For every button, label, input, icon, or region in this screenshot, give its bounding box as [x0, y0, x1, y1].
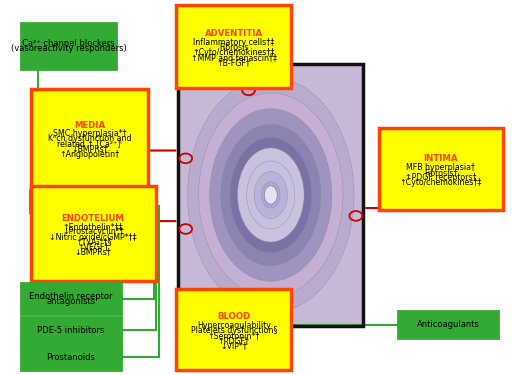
Text: (vasoreactivity responders): (vasoreactivity responders) [11, 45, 126, 54]
Text: Fibrosis†: Fibrosis† [424, 168, 458, 177]
Text: ↑Angiopoietin†: ↑Angiopoietin† [59, 150, 119, 159]
Text: ↓VIP*†: ↓VIP*† [220, 341, 247, 350]
Text: ↑VEGF†: ↑VEGF† [77, 242, 109, 251]
Ellipse shape [247, 161, 295, 229]
Text: related ↑ [Ca²⁺]ᴵ: related ↑ [Ca²⁺]ᴵ [57, 140, 122, 148]
Text: INTIMA: INTIMA [424, 154, 458, 163]
Text: Endothelin receptor: Endothelin receptor [29, 292, 113, 301]
Text: PDE-5 inhibitors: PDE-5 inhibitors [37, 326, 104, 335]
Text: ↓Nitric oxide/cGMP*†‡: ↓Nitric oxide/cGMP*†‡ [49, 232, 137, 241]
Text: ↓Prostacyclin*†: ↓Prostacyclin*† [62, 227, 124, 236]
Ellipse shape [187, 77, 354, 313]
Text: ↓BMPRs†: ↓BMPRs† [75, 248, 112, 256]
Text: ↑MMP and tenascin†‡: ↑MMP and tenascin†‡ [191, 53, 277, 62]
Text: Inflammatory cells†‡: Inflammatory cells†‡ [193, 38, 274, 47]
Text: ADVENTITIA: ADVENTITIA [205, 29, 263, 38]
Text: ↑Serotonin*†: ↑Serotonin*† [207, 331, 260, 340]
FancyBboxPatch shape [176, 289, 291, 370]
Ellipse shape [238, 148, 304, 242]
Text: ↑TxA₂*†§: ↑TxA₂*†§ [75, 237, 112, 246]
Text: ↑Endothelin*†‡: ↑Endothelin*†‡ [63, 222, 123, 231]
Text: ↑PDGF†: ↑PDGF† [218, 336, 250, 345]
FancyBboxPatch shape [21, 283, 121, 314]
Text: MEDIA: MEDIA [74, 121, 105, 130]
FancyBboxPatch shape [21, 24, 116, 69]
Text: Fibrosis: Fibrosis [219, 43, 248, 52]
Ellipse shape [221, 124, 321, 266]
Text: ↑PDGF receptors†: ↑PDGF receptors† [405, 173, 477, 182]
Text: SMC hyperplasia*†: SMC hyperplasia*† [53, 129, 126, 138]
Text: ENDOTELIUM: ENDOTELIUM [62, 214, 124, 223]
FancyBboxPatch shape [21, 317, 121, 344]
Text: Ca²⁺·channel blockers: Ca²⁺·channel blockers [22, 39, 115, 48]
FancyBboxPatch shape [398, 311, 499, 339]
Text: MFB hyperplasia†: MFB hyperplasia† [407, 163, 476, 172]
Text: ↑B-FGF†: ↑B-FGF† [217, 58, 251, 67]
FancyBboxPatch shape [178, 64, 364, 326]
Ellipse shape [230, 137, 311, 252]
Ellipse shape [210, 109, 332, 281]
Text: Kᶛch dysfunction and: Kᶛch dysfunction and [48, 134, 131, 143]
Text: Prostanoids: Prostanoids [47, 353, 95, 362]
Ellipse shape [254, 171, 287, 219]
Text: ↓BMPRs†: ↓BMPRs† [71, 144, 108, 153]
Text: ↑Cyto/chemokines†‡: ↑Cyto/chemokines†‡ [193, 48, 275, 57]
Text: antagonists: antagonists [47, 297, 96, 306]
FancyBboxPatch shape [176, 5, 291, 88]
Ellipse shape [264, 186, 277, 204]
Text: Hypercoagulability: Hypercoagulability [197, 321, 271, 330]
FancyBboxPatch shape [31, 186, 156, 280]
Text: Anticoagulants: Anticoagulants [417, 320, 480, 329]
Text: Platelets dysfunction§: Platelets dysfunction§ [190, 326, 277, 335]
Ellipse shape [199, 93, 343, 297]
FancyBboxPatch shape [21, 345, 121, 370]
Ellipse shape [262, 182, 280, 208]
Text: BLOOD: BLOOD [217, 312, 250, 321]
FancyBboxPatch shape [378, 128, 503, 210]
FancyBboxPatch shape [31, 89, 148, 187]
Text: ↑Cyto/chemokines†‡: ↑Cyto/chemokines†‡ [400, 178, 482, 187]
